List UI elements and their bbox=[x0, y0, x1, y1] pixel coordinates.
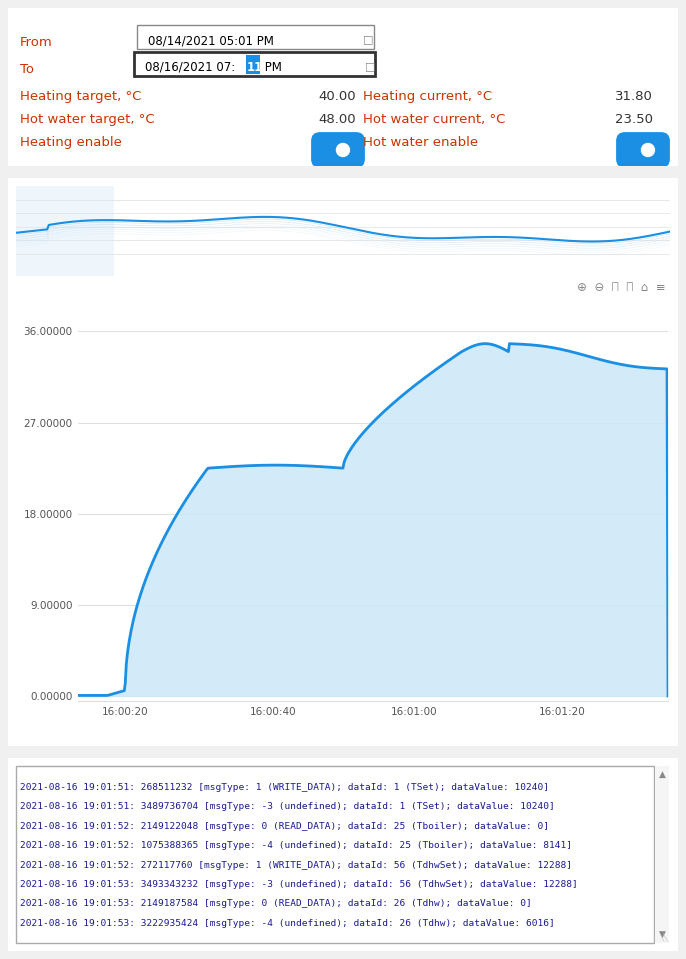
Text: 2021-08-16 19:01:51: 3489736704 [msgType: -3 (undefined); dataId: 1 (TSet); data: 2021-08-16 19:01:51: 3489736704 [msgType… bbox=[20, 803, 555, 811]
Text: 40.00: 40.00 bbox=[318, 90, 355, 103]
Text: Heating current, °C: Heating current, °C bbox=[363, 90, 492, 103]
Text: Heating target, °C: Heating target, °C bbox=[20, 90, 141, 103]
Text: To: To bbox=[20, 63, 34, 76]
Text: 23.50: 23.50 bbox=[615, 113, 653, 126]
Text: Hot water enable: Hot water enable bbox=[363, 136, 478, 149]
Text: 08/14/2021 05:01 PM: 08/14/2021 05:01 PM bbox=[148, 34, 274, 47]
Text: 48.00: 48.00 bbox=[318, 113, 355, 126]
Text: 2021-08-16 19:01:53: 3493343232 [msgType: -3 (undefined); dataId: 56 (TdhwSet); : 2021-08-16 19:01:53: 3493343232 [msgType… bbox=[20, 879, 578, 889]
FancyBboxPatch shape bbox=[616, 132, 670, 168]
Text: 2021-08-16 19:01:53: 2149187584 [msgType: 0 (READ_DATA); dataId: 26 (Tdhw); data: 2021-08-16 19:01:53: 2149187584 [msgType… bbox=[20, 900, 532, 908]
Text: Hot water target, °C: Hot water target, °C bbox=[20, 113, 154, 126]
Circle shape bbox=[336, 144, 349, 156]
FancyBboxPatch shape bbox=[6, 756, 680, 953]
FancyBboxPatch shape bbox=[16, 186, 114, 276]
Text: 08/16/2021 07:: 08/16/2021 07: bbox=[145, 61, 235, 74]
FancyBboxPatch shape bbox=[137, 25, 374, 49]
Text: From: From bbox=[20, 36, 53, 49]
Text: PM: PM bbox=[261, 61, 282, 74]
Text: ╲╲: ╲╲ bbox=[659, 934, 668, 942]
Text: 2021-08-16 19:01:52: 2149122048 [msgType: 0 (READ_DATA); dataId: 25 (Tboiler); d: 2021-08-16 19:01:52: 2149122048 [msgType… bbox=[20, 822, 549, 830]
FancyBboxPatch shape bbox=[134, 52, 375, 76]
Circle shape bbox=[641, 144, 654, 156]
FancyBboxPatch shape bbox=[311, 132, 365, 168]
Text: 31.80: 31.80 bbox=[615, 90, 653, 103]
Text: 2021-08-16 19:01:53: 3222935424 [msgType: -4 (undefined); dataId: 26 (Tdhw); dat: 2021-08-16 19:01:53: 3222935424 [msgType… bbox=[20, 919, 555, 927]
FancyBboxPatch shape bbox=[6, 6, 680, 168]
Text: ▼: ▼ bbox=[659, 930, 665, 939]
FancyBboxPatch shape bbox=[16, 766, 654, 943]
FancyBboxPatch shape bbox=[655, 766, 669, 943]
Text: ▲: ▲ bbox=[659, 770, 665, 779]
Text: 2021-08-16 19:01:52: 272117760 [msgType: 1 (WRITE_DATA); dataId: 56 (TdhwSet); d: 2021-08-16 19:01:52: 272117760 [msgType:… bbox=[20, 860, 572, 870]
Text: 11: 11 bbox=[247, 61, 263, 74]
Text: Heating enable: Heating enable bbox=[20, 136, 122, 149]
Text: □: □ bbox=[363, 34, 373, 44]
Text: 2021-08-16 19:01:52: 1075388365 [msgType: -4 (undefined); dataId: 25 (Tboiler); : 2021-08-16 19:01:52: 1075388365 [msgType… bbox=[20, 841, 572, 850]
Text: □: □ bbox=[365, 61, 375, 71]
FancyBboxPatch shape bbox=[246, 55, 260, 74]
Text: 2021-08-16 19:01:51: 268511232 [msgType: 1 (WRITE_DATA); dataId: 1 (TSet); dataV: 2021-08-16 19:01:51: 268511232 [msgType:… bbox=[20, 783, 549, 792]
Text: Hot water current, °C: Hot water current, °C bbox=[363, 113, 506, 126]
FancyBboxPatch shape bbox=[6, 176, 680, 748]
Text: ⊕  ⊖  🔍  ✋  ⌂  ≡: ⊕ ⊖ 🔍 ✋ ⌂ ≡ bbox=[578, 281, 666, 294]
